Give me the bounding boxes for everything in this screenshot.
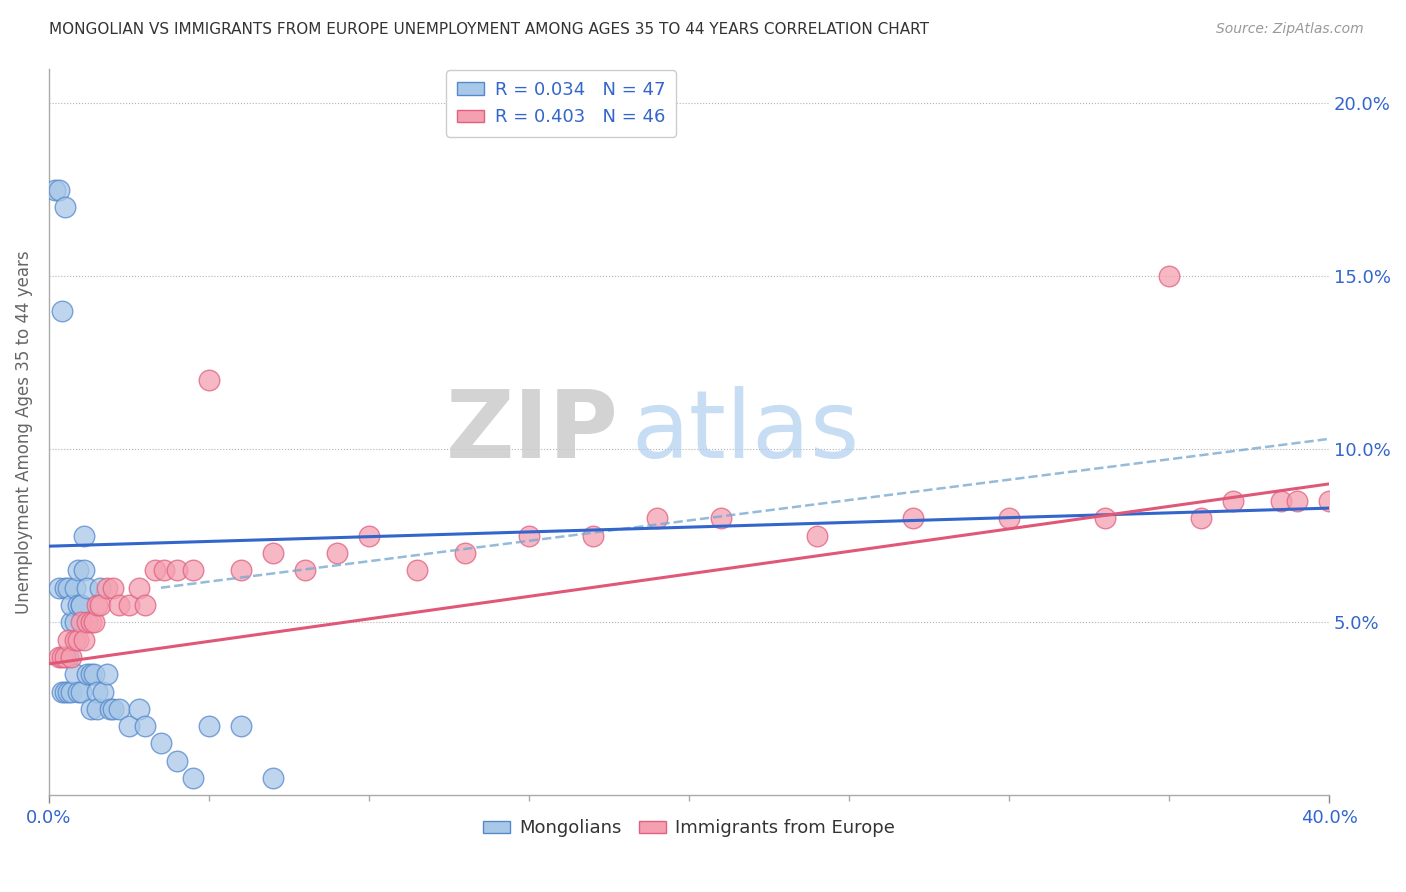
- Point: [48, 183, 70, 197]
- Point: [89, 581, 111, 595]
- Point: [93, 684, 115, 698]
- Point: [806, 529, 828, 543]
- Point: [63, 667, 86, 681]
- Point: [63, 581, 86, 595]
- Point: [56, 649, 79, 664]
- Point: [51, 649, 73, 664]
- Point: [73, 529, 96, 543]
- Point: [153, 563, 176, 577]
- Point: [517, 529, 540, 543]
- Text: Source: ZipAtlas.com: Source: ZipAtlas.com: [1216, 22, 1364, 37]
- Point: [1094, 511, 1116, 525]
- Point: [101, 581, 124, 595]
- Point: [66, 632, 89, 647]
- Point: [262, 771, 284, 785]
- Point: [70, 598, 93, 612]
- Point: [79, 702, 101, 716]
- Point: [73, 632, 96, 647]
- Point: [198, 719, 221, 733]
- Point: [66, 684, 89, 698]
- Point: [60, 598, 83, 612]
- Point: [56, 684, 79, 698]
- Point: [645, 511, 668, 525]
- Point: [134, 598, 156, 612]
- Point: [48, 649, 70, 664]
- Point: [901, 511, 924, 525]
- Point: [454, 546, 477, 560]
- Point: [89, 598, 111, 612]
- Point: [56, 581, 79, 595]
- Point: [83, 615, 105, 630]
- Point: [73, 563, 96, 577]
- Point: [1222, 494, 1244, 508]
- Point: [101, 702, 124, 716]
- Text: MONGOLIAN VS IMMIGRANTS FROM EUROPE UNEMPLOYMENT AMONG AGES 35 TO 44 YEARS CORRE: MONGOLIAN VS IMMIGRANTS FROM EUROPE UNEM…: [49, 22, 929, 37]
- Point: [134, 719, 156, 733]
- Point: [66, 563, 89, 577]
- Point: [51, 684, 73, 698]
- Point: [582, 529, 605, 543]
- Point: [66, 598, 89, 612]
- Point: [53, 581, 76, 595]
- Text: ZIP: ZIP: [446, 386, 619, 478]
- Point: [118, 598, 141, 612]
- Point: [118, 719, 141, 733]
- Point: [98, 702, 121, 716]
- Point: [326, 546, 349, 560]
- Point: [294, 563, 316, 577]
- Point: [1159, 269, 1181, 284]
- Point: [86, 598, 108, 612]
- Point: [60, 649, 83, 664]
- Point: [1286, 494, 1309, 508]
- Point: [406, 563, 429, 577]
- Legend: Mongolians, Immigrants from Europe: Mongolians, Immigrants from Europe: [475, 812, 903, 845]
- Point: [63, 632, 86, 647]
- Point: [149, 736, 172, 750]
- Point: [166, 563, 188, 577]
- Point: [44, 183, 66, 197]
- Point: [63, 615, 86, 630]
- Point: [53, 200, 76, 214]
- Point: [1270, 494, 1292, 508]
- Point: [998, 511, 1021, 525]
- Point: [79, 615, 101, 630]
- Point: [70, 598, 93, 612]
- Point: [229, 719, 252, 733]
- Point: [143, 563, 166, 577]
- Y-axis label: Unemployment Among Ages 35 to 44 years: Unemployment Among Ages 35 to 44 years: [15, 250, 32, 614]
- Point: [229, 563, 252, 577]
- Point: [262, 546, 284, 560]
- Point: [76, 667, 98, 681]
- Point: [60, 684, 83, 698]
- Point: [70, 684, 93, 698]
- Point: [1189, 511, 1212, 525]
- Point: [56, 632, 79, 647]
- Point: [181, 563, 204, 577]
- Point: [166, 754, 188, 768]
- Point: [96, 581, 118, 595]
- Point: [79, 667, 101, 681]
- Point: [96, 667, 118, 681]
- Point: [181, 771, 204, 785]
- Point: [1317, 494, 1340, 508]
- Point: [357, 529, 380, 543]
- Point: [108, 702, 131, 716]
- Point: [48, 581, 70, 595]
- Point: [128, 702, 150, 716]
- Point: [710, 511, 733, 525]
- Point: [53, 649, 76, 664]
- Point: [86, 684, 108, 698]
- Point: [76, 615, 98, 630]
- Point: [83, 667, 105, 681]
- Point: [76, 581, 98, 595]
- Point: [198, 373, 221, 387]
- Point: [70, 615, 93, 630]
- Point: [86, 702, 108, 716]
- Point: [53, 684, 76, 698]
- Point: [128, 581, 150, 595]
- Point: [60, 615, 83, 630]
- Text: atlas: atlas: [631, 386, 859, 478]
- Point: [108, 598, 131, 612]
- Point: [51, 303, 73, 318]
